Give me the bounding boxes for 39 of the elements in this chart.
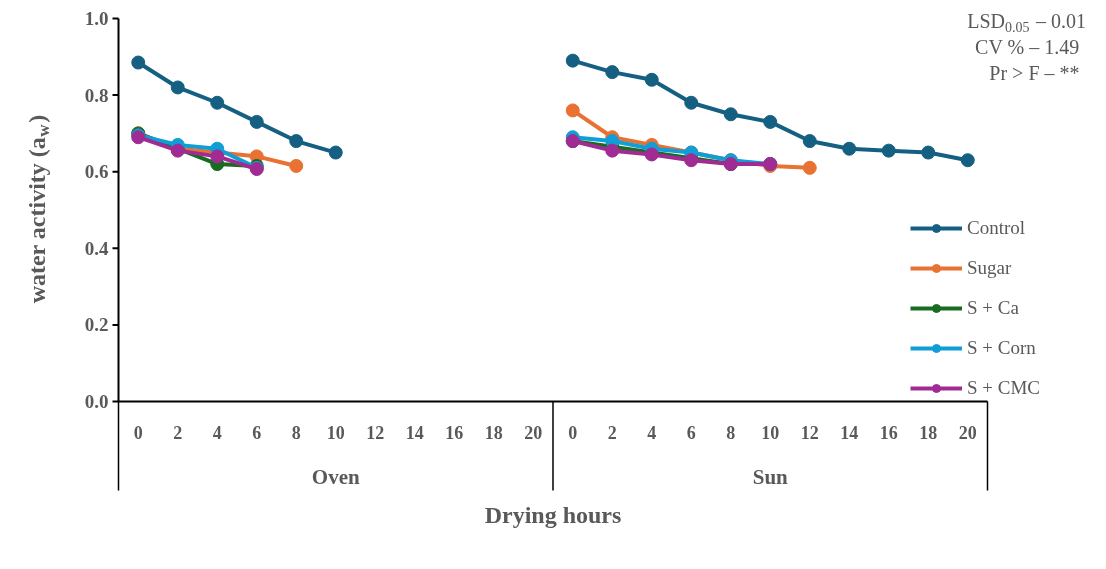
x-tick-label: 10: [761, 423, 780, 443]
x-tick-label: 6: [686, 423, 696, 443]
x-tick-label: 16: [445, 423, 464, 443]
x-tick-label: 2: [173, 423, 183, 443]
x-axis-title: Drying hours: [484, 501, 622, 528]
x-tick-label: 16: [879, 423, 898, 443]
y-tick-label: 0.0: [84, 391, 109, 412]
x-tick-label: 8: [726, 423, 736, 443]
x-tick-label: 12: [366, 423, 385, 443]
x-tick-label: 0: [568, 423, 578, 443]
legend-label: S + Ca: [967, 297, 1019, 319]
y-tick-label: 0.2: [84, 314, 109, 336]
x-tick-label: 0: [133, 423, 143, 443]
legend-label: S + Corn: [967, 337, 1036, 359]
y-tick-label: 1.0: [84, 8, 109, 29]
annotation: CV % – 1.49: [975, 35, 1080, 58]
x-tick-label: 18: [484, 423, 503, 443]
text: Pr > F – **: [989, 61, 1080, 84]
x-tick-label: 20: [958, 423, 977, 443]
x-tick-label: 4: [647, 423, 657, 443]
x-tick-label: 6: [252, 423, 262, 443]
x-tick-label: 10: [326, 423, 345, 443]
y-axis-title: water activity (aw): [23, 114, 54, 304]
y-tick-label: 0.4: [84, 237, 109, 259]
legend-label: S + CMC: [967, 377, 1041, 399]
text: Oven: [311, 464, 360, 489]
x-tick-label: 12: [800, 423, 819, 443]
x-tick-label: 18: [919, 423, 938, 443]
x-tick-label: 4: [212, 423, 222, 443]
x-tick-label: 14: [405, 423, 424, 443]
y-tick-label: 0.6: [84, 161, 109, 183]
text: Sun: [752, 464, 789, 489]
legend-label: Control: [967, 217, 1026, 239]
legend-label: Sugar: [967, 257, 1012, 279]
x-tick-label: 2: [607, 423, 617, 443]
x-tick-label: 20: [524, 423, 543, 443]
x-tick-label: 8: [291, 423, 301, 443]
y-tick-label: 0.8: [84, 84, 109, 106]
x-tick-label: 14: [840, 423, 859, 443]
